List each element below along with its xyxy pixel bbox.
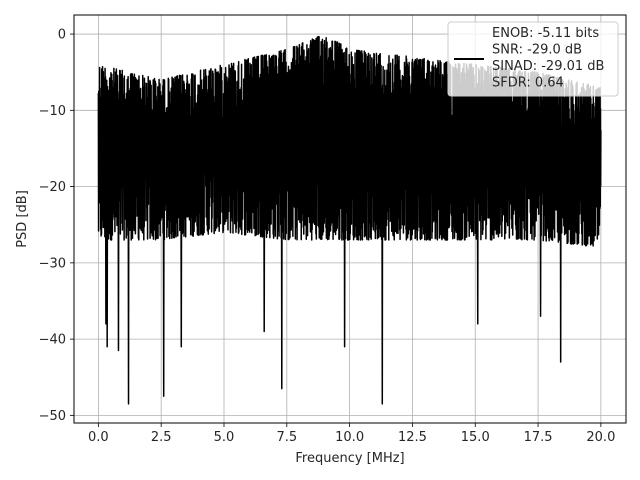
- y-tick-label: −30: [39, 256, 66, 271]
- x-tick-label: 15.0: [461, 430, 490, 445]
- y-tick-label: 0: [58, 28, 66, 43]
- legend-entry-sfdr: SFDR: 0.64: [492, 76, 564, 91]
- y-tick-label: −50: [39, 409, 66, 424]
- x-tick-label: 20.0: [586, 430, 615, 445]
- legend-entry-enob: ENOB: -5.11 bits: [492, 26, 599, 41]
- x-tick-label: 5.0: [214, 430, 235, 445]
- x-tick-label: 0.0: [88, 430, 109, 445]
- legend-entry-snr: SNR: -29.0 dB: [492, 43, 582, 58]
- y-tick-label: −20: [39, 180, 66, 195]
- y-axis-label: PSD [dB]: [15, 190, 30, 248]
- x-tick-label: 17.5: [524, 430, 553, 445]
- x-tick-label: 7.5: [276, 430, 297, 445]
- x-tick-label: 10.0: [335, 430, 364, 445]
- x-tick-label: 2.5: [151, 430, 172, 445]
- y-tick-label: −40: [39, 333, 66, 348]
- legend-entry-sinad: SINAD: -29.01 dB: [492, 59, 604, 74]
- x-axis-label: Frequency [MHz]: [295, 451, 404, 466]
- legend-box: [447, 21, 619, 97]
- legend: ENOB: -5.11 bits SNR: -29.0 dB SINAD: -2…: [447, 21, 619, 97]
- x-tick-label: 12.5: [398, 430, 427, 445]
- y-tick-label: −10: [39, 104, 66, 119]
- axis-ticks: 0.0 2.5 5.0 7.5 10.0 12.5 15.0 17.5 20.0 0 −10 −20 −…: [39, 28, 616, 445]
